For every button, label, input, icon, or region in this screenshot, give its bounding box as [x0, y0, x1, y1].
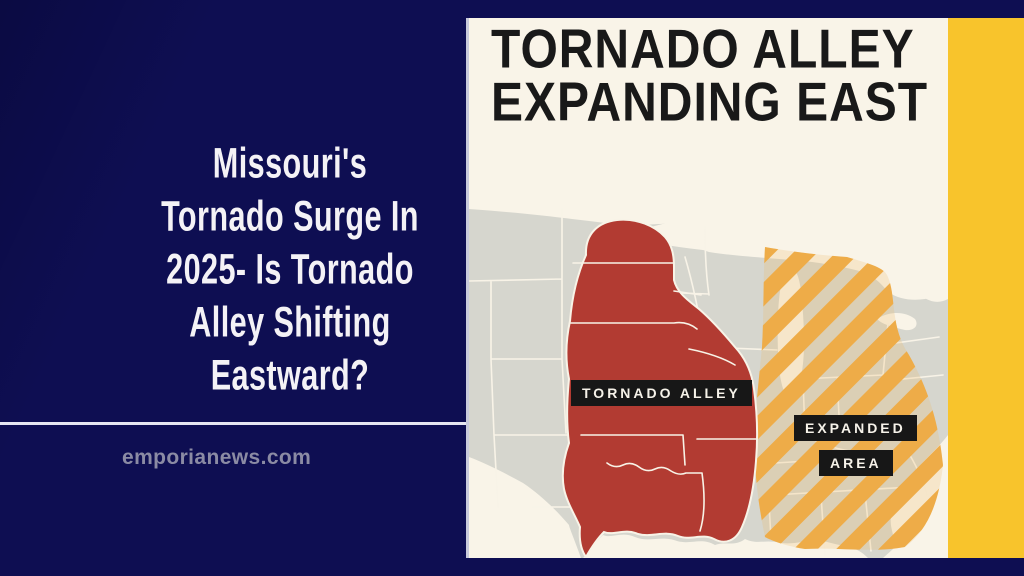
expanded-area-label-line2: AREA	[819, 450, 893, 476]
us-map: TORNADO ALLEY EXPANDED AREA	[469, 195, 948, 558]
tornado-alley-label: TORNADO ALLEY	[571, 380, 752, 406]
headline-line-4: Alley Shifting	[189, 297, 391, 347]
headline-line-3: 2025- Is Tornado	[166, 244, 414, 293]
us-map-svg	[469, 208, 948, 558]
expanded-area-stripes	[754, 247, 943, 550]
infographic-panel: TORNADO ALLEY EXPANDING EAST	[466, 18, 1024, 558]
headline-line-1: Missouri's	[212, 138, 368, 187]
headline-line-5: Eastward?	[210, 350, 370, 400]
headline: Missouri's Tornado Surge In 2025- Is Tor…	[118, 136, 461, 402]
infographic-title-line-2: EXPANDING EAST	[491, 72, 929, 133]
expanded-area-label-line1: EXPANDED	[794, 415, 917, 441]
expanded-area-region	[754, 247, 943, 550]
left-text-panel: Missouri's Tornado Surge In 2025- Is Tor…	[0, 0, 468, 576]
yellow-accent-bar	[948, 18, 1024, 558]
website-watermark: emporianews.com	[122, 446, 312, 469]
lake-huron	[904, 251, 948, 302]
headline-line-2: Tornado Surge In	[161, 191, 419, 240]
infographic-title: TORNADO ALLEY EXPANDING EAST	[491, 19, 929, 133]
infographic-title-line-1: TORNADO ALLEY	[491, 19, 915, 80]
divider-line	[0, 422, 468, 425]
lake-superior	[638, 219, 859, 261]
